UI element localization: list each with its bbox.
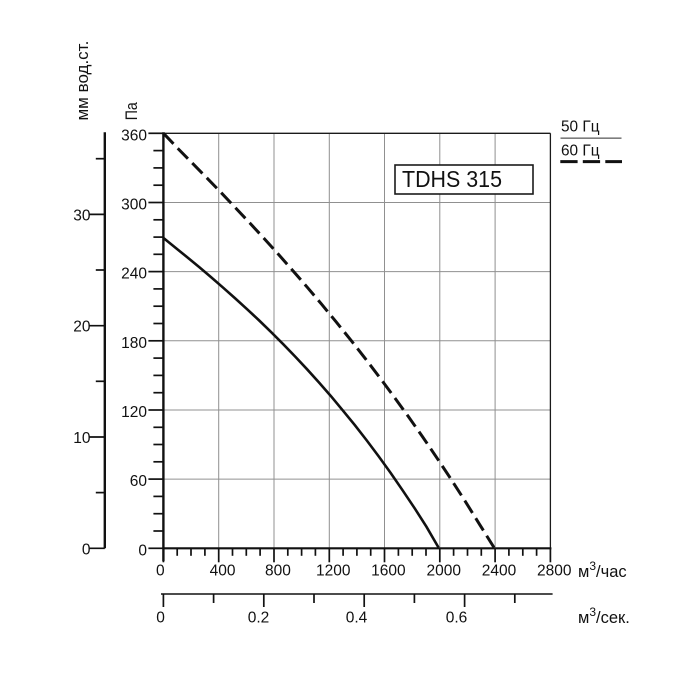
svg-text:60: 60 xyxy=(130,473,148,490)
svg-text:120: 120 xyxy=(121,404,147,421)
svg-text:0: 0 xyxy=(82,541,91,558)
svg-text:30: 30 xyxy=(73,207,91,224)
svg-text:мм вод.ст.: мм вод.ст. xyxy=(73,41,92,121)
svg-text:м3/сек.: м3/сек. xyxy=(578,605,630,627)
svg-text:300: 300 xyxy=(121,197,147,214)
svg-text:1600: 1600 xyxy=(371,563,406,580)
svg-text:50 Гц: 50 Гц xyxy=(561,119,600,136)
svg-text:м3/час: м3/час xyxy=(578,559,627,581)
svg-text:0.6: 0.6 xyxy=(446,610,468,627)
svg-text:240: 240 xyxy=(121,266,147,283)
svg-text:TDHS 315: TDHS 315 xyxy=(402,166,502,192)
svg-text:2000: 2000 xyxy=(426,563,461,580)
svg-text:360: 360 xyxy=(121,127,147,144)
svg-text:20: 20 xyxy=(73,319,91,336)
svg-text:10: 10 xyxy=(73,430,91,447)
svg-text:180: 180 xyxy=(121,335,147,352)
svg-text:60 Гц: 60 Гц xyxy=(561,143,600,160)
svg-text:2800: 2800 xyxy=(537,563,572,580)
svg-text:Па: Па xyxy=(123,102,141,121)
svg-text:0.2: 0.2 xyxy=(248,610,270,627)
svg-text:2400: 2400 xyxy=(482,563,517,580)
svg-text:400: 400 xyxy=(210,563,236,580)
svg-text:800: 800 xyxy=(265,563,291,580)
svg-text:0: 0 xyxy=(138,542,147,559)
svg-text:0: 0 xyxy=(156,563,165,580)
svg-text:0.4: 0.4 xyxy=(346,610,368,627)
svg-text:0: 0 xyxy=(156,610,165,627)
svg-text:1200: 1200 xyxy=(316,563,351,580)
